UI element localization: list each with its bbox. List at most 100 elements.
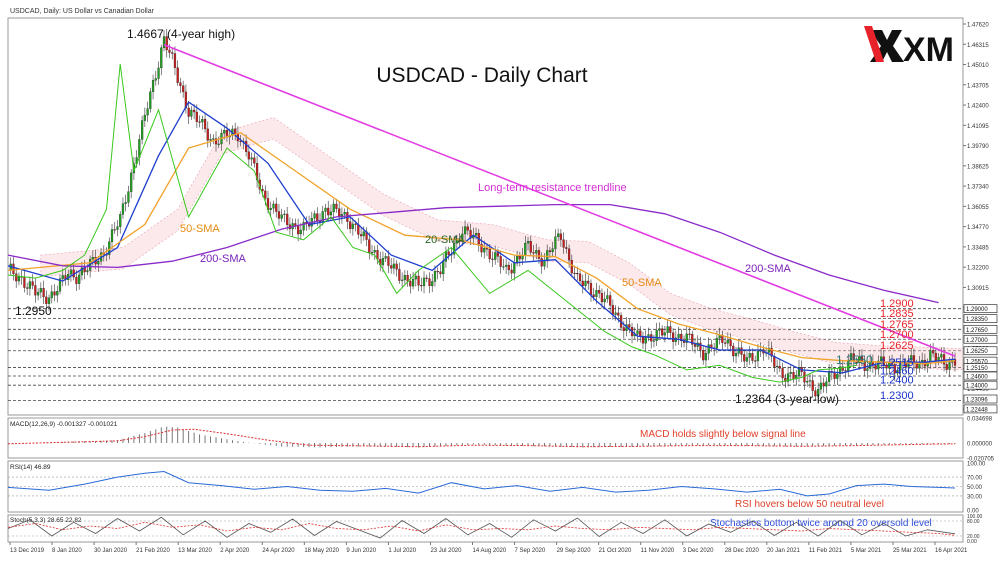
candle-body xyxy=(874,365,877,370)
axis-tag-label: 1.27650 xyxy=(966,328,988,334)
candle-body xyxy=(628,324,631,328)
candle-body xyxy=(162,36,166,48)
candle-body xyxy=(600,293,604,303)
candle-body xyxy=(442,261,445,275)
price-annotations: 1.29001.28351.27651.27001.26251.25151.24… xyxy=(15,27,914,406)
series-50-sma xyxy=(8,131,956,365)
candle-body xyxy=(756,351,760,362)
candle-body xyxy=(595,290,598,297)
price-series xyxy=(8,28,957,404)
series-200-sma xyxy=(8,203,939,304)
rsi-y-tick: 70.00 xyxy=(967,476,983,482)
candle-body xyxy=(860,356,864,361)
candle-body xyxy=(622,327,625,331)
candle-body xyxy=(47,297,51,304)
candle-body xyxy=(182,85,185,93)
stoch-y-tick: 100.00 xyxy=(967,514,983,520)
candle-body xyxy=(661,328,664,336)
candle-body xyxy=(143,114,146,121)
candle-body xyxy=(61,275,64,279)
candle-body xyxy=(775,365,779,368)
candle-body xyxy=(723,342,727,344)
candle-body xyxy=(811,380,814,391)
candle-body xyxy=(740,347,743,355)
stoch-annotation: Stochastics bottom twice around 20 overs… xyxy=(710,518,932,529)
candle-body xyxy=(283,213,286,215)
candle-body xyxy=(546,250,549,261)
candle-body xyxy=(69,269,73,275)
y-tick-label: 1.36055 xyxy=(967,205,989,211)
candle-body xyxy=(335,203,338,209)
candle-body xyxy=(417,275,420,286)
candle-body xyxy=(121,203,125,215)
candle-body xyxy=(554,236,557,249)
candle-body xyxy=(157,67,160,79)
candle-body xyxy=(526,241,530,244)
candle-body xyxy=(286,213,289,225)
candle-body xyxy=(806,381,809,383)
candle-body xyxy=(302,222,305,231)
stoch-y-tick: 20.00 xyxy=(967,534,980,540)
candle-body xyxy=(250,157,253,160)
axis-tag-label: 1.27000 xyxy=(966,338,988,344)
candle-body xyxy=(559,233,562,240)
candle-body xyxy=(406,275,409,282)
candle-body xyxy=(532,252,535,254)
y-tick-label: 1.33485 xyxy=(967,245,989,251)
candle-body xyxy=(502,266,505,268)
candle-body xyxy=(945,364,948,370)
candle-body xyxy=(751,353,754,361)
candle-body xyxy=(836,373,839,379)
y-tick-label: 1.39790 xyxy=(967,144,989,150)
candle-body xyxy=(474,233,478,236)
level-label-1.2625: 1.2625 xyxy=(880,340,914,352)
candle-body xyxy=(124,202,127,204)
x-tick-label: 29 Sep 2020 xyxy=(557,548,592,554)
candle-body xyxy=(146,108,149,116)
candle-body xyxy=(245,141,248,152)
x-tick-label: 2 Apr 2020 xyxy=(220,548,250,554)
axis-tag-label: 1.29000 xyxy=(966,307,988,313)
candle-body xyxy=(778,365,781,369)
candle-body xyxy=(373,250,376,253)
candle-body xyxy=(491,258,494,260)
candle-body xyxy=(910,355,913,361)
x-tick-label: 11 Feb 2021 xyxy=(809,548,843,554)
candle-body xyxy=(644,337,647,344)
candle-body xyxy=(652,340,656,342)
candle-body xyxy=(193,109,196,113)
candle-body xyxy=(176,67,179,83)
candle-body xyxy=(754,360,757,362)
candle-body xyxy=(513,263,516,274)
candle-body xyxy=(535,250,538,254)
candle-body xyxy=(425,277,428,279)
axis-tag-box xyxy=(963,304,998,314)
candle-body xyxy=(680,333,683,342)
candle-body xyxy=(327,207,330,216)
axis-tag-box xyxy=(963,363,998,372)
candle-body xyxy=(436,271,439,273)
candle-body xyxy=(496,252,500,257)
candle-body xyxy=(453,243,456,255)
candle-body xyxy=(15,273,18,282)
candle-body xyxy=(893,364,896,374)
macd-panel-frame xyxy=(7,417,964,459)
candle-body xyxy=(743,354,746,362)
x-tick-label: 11 Nov 2020 xyxy=(641,548,675,554)
x-tick-label: 3 Dec 2020 xyxy=(683,548,714,554)
candle-body xyxy=(209,139,212,141)
price-panel-frame xyxy=(7,17,964,416)
candle-body xyxy=(431,281,434,287)
candle-body xyxy=(480,243,483,253)
candle-body xyxy=(455,238,458,244)
y-tick-label: 1.45010 xyxy=(967,63,989,69)
candle-body xyxy=(113,229,116,231)
x-axis: 13 Dec 2019 8 Jan 2020 30 Jan 2020 21 Feb 2… xyxy=(9,542,968,554)
x-tick-label: 13 Mar 2020 xyxy=(178,548,212,554)
candle-body xyxy=(387,256,390,266)
rsi-line xyxy=(8,470,956,497)
candle-body xyxy=(567,248,571,261)
candle-body xyxy=(937,357,940,361)
candle-body xyxy=(171,52,174,54)
rsi-y-tick: 0.00 xyxy=(967,509,979,515)
